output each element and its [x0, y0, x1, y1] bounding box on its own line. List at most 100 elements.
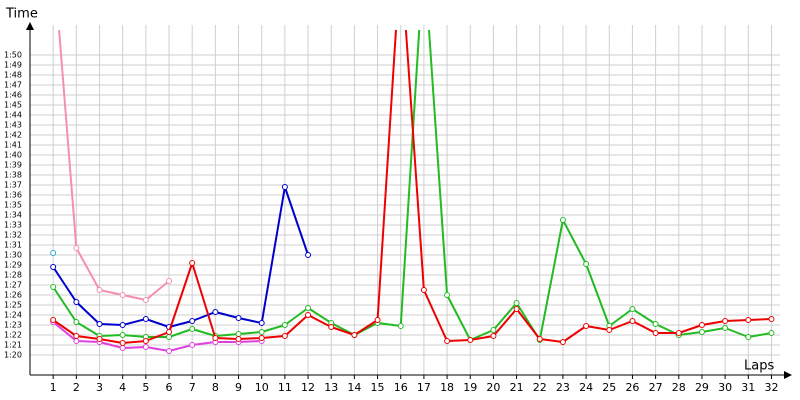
x-axis-label: Laps — [744, 359, 774, 374]
y-tick-label: 1:40 — [4, 151, 22, 160]
data-point — [281, 184, 288, 190]
data-point — [50, 250, 57, 256]
x-tick-label: 8 — [212, 381, 219, 394]
data-point — [258, 320, 265, 326]
x-tick-label: 12 — [301, 381, 315, 394]
data-point — [420, 287, 427, 293]
series-line — [52, 321, 262, 352]
data-point — [305, 312, 312, 318]
x-tick-label: 23 — [556, 381, 570, 394]
y-tick-label: 1:50 — [4, 51, 22, 60]
y-tick-label: 1:39 — [4, 161, 22, 170]
x-tick-label: 29 — [695, 381, 709, 394]
x-tick-label: 17 — [417, 381, 431, 394]
data-point — [768, 330, 775, 336]
x-tick-label: 25 — [602, 381, 616, 394]
y-axis-label: Time — [5, 7, 38, 22]
x-tick-label: 5 — [142, 381, 149, 394]
data-point — [513, 306, 520, 312]
data-point — [235, 336, 242, 342]
y-tick-label: 1:35 — [4, 201, 22, 210]
y-tick-label: 1:41 — [4, 141, 22, 150]
x-tick-label: 31 — [741, 381, 755, 394]
data-point — [351, 332, 358, 338]
data-point — [536, 336, 543, 342]
x-tick-label: 10 — [255, 381, 269, 394]
data-point — [768, 316, 775, 322]
data-point — [281, 322, 288, 328]
data-point — [166, 329, 173, 335]
data-point — [722, 325, 729, 331]
x-tick-label: 24 — [579, 381, 593, 394]
data-point — [212, 335, 219, 341]
data-point — [559, 217, 566, 223]
y-tick-label: 1:34 — [4, 211, 22, 220]
data-point — [166, 278, 173, 284]
data-point — [583, 323, 590, 329]
data-point — [467, 337, 474, 343]
series-line — [52, 30, 772, 344]
data-point — [258, 335, 265, 341]
data-point — [50, 317, 57, 323]
data-point — [745, 334, 752, 340]
x-tick-label: 21 — [510, 381, 524, 394]
x-tick-label: 26 — [625, 381, 639, 394]
x-tick-label: 11 — [278, 381, 292, 394]
data-point — [142, 316, 149, 322]
data-point — [189, 318, 196, 324]
data-point — [305, 305, 312, 311]
data-point — [50, 264, 57, 270]
y-tick-label: 1:26 — [4, 291, 22, 300]
data-point — [119, 332, 126, 338]
data-point — [142, 297, 149, 303]
data-point — [652, 330, 659, 336]
data-point — [281, 333, 288, 339]
y-tick-label: 1:22 — [4, 331, 22, 340]
y-tick-label: 1:28 — [4, 271, 22, 280]
data-point — [513, 300, 520, 306]
data-point — [490, 327, 497, 333]
data-point — [96, 336, 103, 342]
data-point — [142, 338, 149, 344]
data-point — [397, 323, 404, 329]
x-axis-arrow — [784, 371, 792, 379]
y-tick-label: 1:31 — [4, 241, 22, 250]
grid — [30, 25, 780, 375]
data-point — [698, 329, 705, 335]
data-point — [119, 340, 126, 346]
data-point — [258, 329, 265, 335]
data-point — [374, 317, 381, 323]
data-point — [189, 260, 196, 266]
y-tick-label: 1:32 — [4, 231, 22, 240]
data-point — [606, 327, 613, 333]
x-tick-label: 15 — [371, 381, 385, 394]
data-point — [328, 324, 335, 330]
x-tick-label: 27 — [649, 381, 663, 394]
data-point — [73, 338, 80, 344]
y-tick-label: 1:20 — [4, 351, 22, 360]
data-point — [559, 339, 566, 345]
x-tick-label: 19 — [463, 381, 477, 394]
y-axis-arrow — [26, 22, 34, 30]
data-point — [444, 338, 451, 344]
data-point — [235, 315, 242, 321]
series-line — [52, 30, 772, 341]
data-point — [166, 348, 173, 354]
series-line — [58, 30, 170, 301]
data-point — [745, 317, 752, 323]
data-point — [305, 252, 312, 258]
data-point — [629, 318, 636, 324]
y-tick-label: 1:46 — [4, 91, 22, 100]
data-point — [119, 322, 126, 328]
x-tick-label: 7 — [189, 381, 196, 394]
y-tick-label: 1:43 — [4, 121, 22, 130]
y-tick-label: 1:45 — [4, 101, 22, 110]
x-tick-label: 13 — [324, 381, 338, 394]
y-tick-label: 1:37 — [4, 181, 22, 190]
x-tick-label: 9 — [235, 381, 242, 394]
y-tick-label: 1:30 — [4, 251, 22, 260]
x-tick-label: 6 — [166, 381, 173, 394]
data-point — [490, 333, 497, 339]
x-tick-label: 28 — [672, 381, 686, 394]
